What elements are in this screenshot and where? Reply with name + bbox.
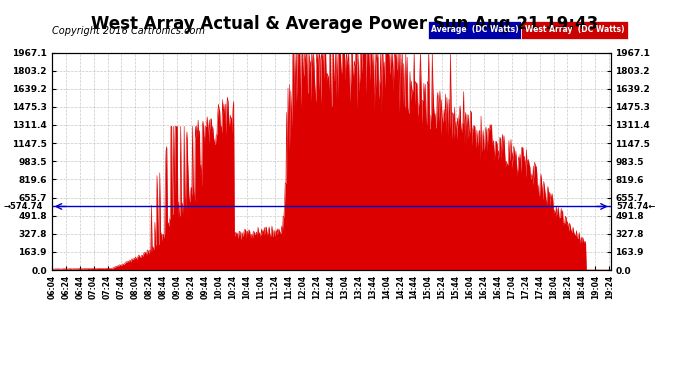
Text: West Array Actual & Average Power Sun Aug 21 19:43: West Array Actual & Average Power Sun Au…: [91, 15, 599, 33]
Text: Average  (DC Watts): Average (DC Watts): [431, 25, 518, 34]
Text: →574.74: →574.74: [3, 202, 43, 211]
Text: West Array  (DC Watts): West Array (DC Watts): [524, 25, 624, 34]
Text: Copyright 2016 Cartronics.com: Copyright 2016 Cartronics.com: [52, 26, 205, 36]
Text: 574.74←: 574.74←: [616, 202, 655, 211]
